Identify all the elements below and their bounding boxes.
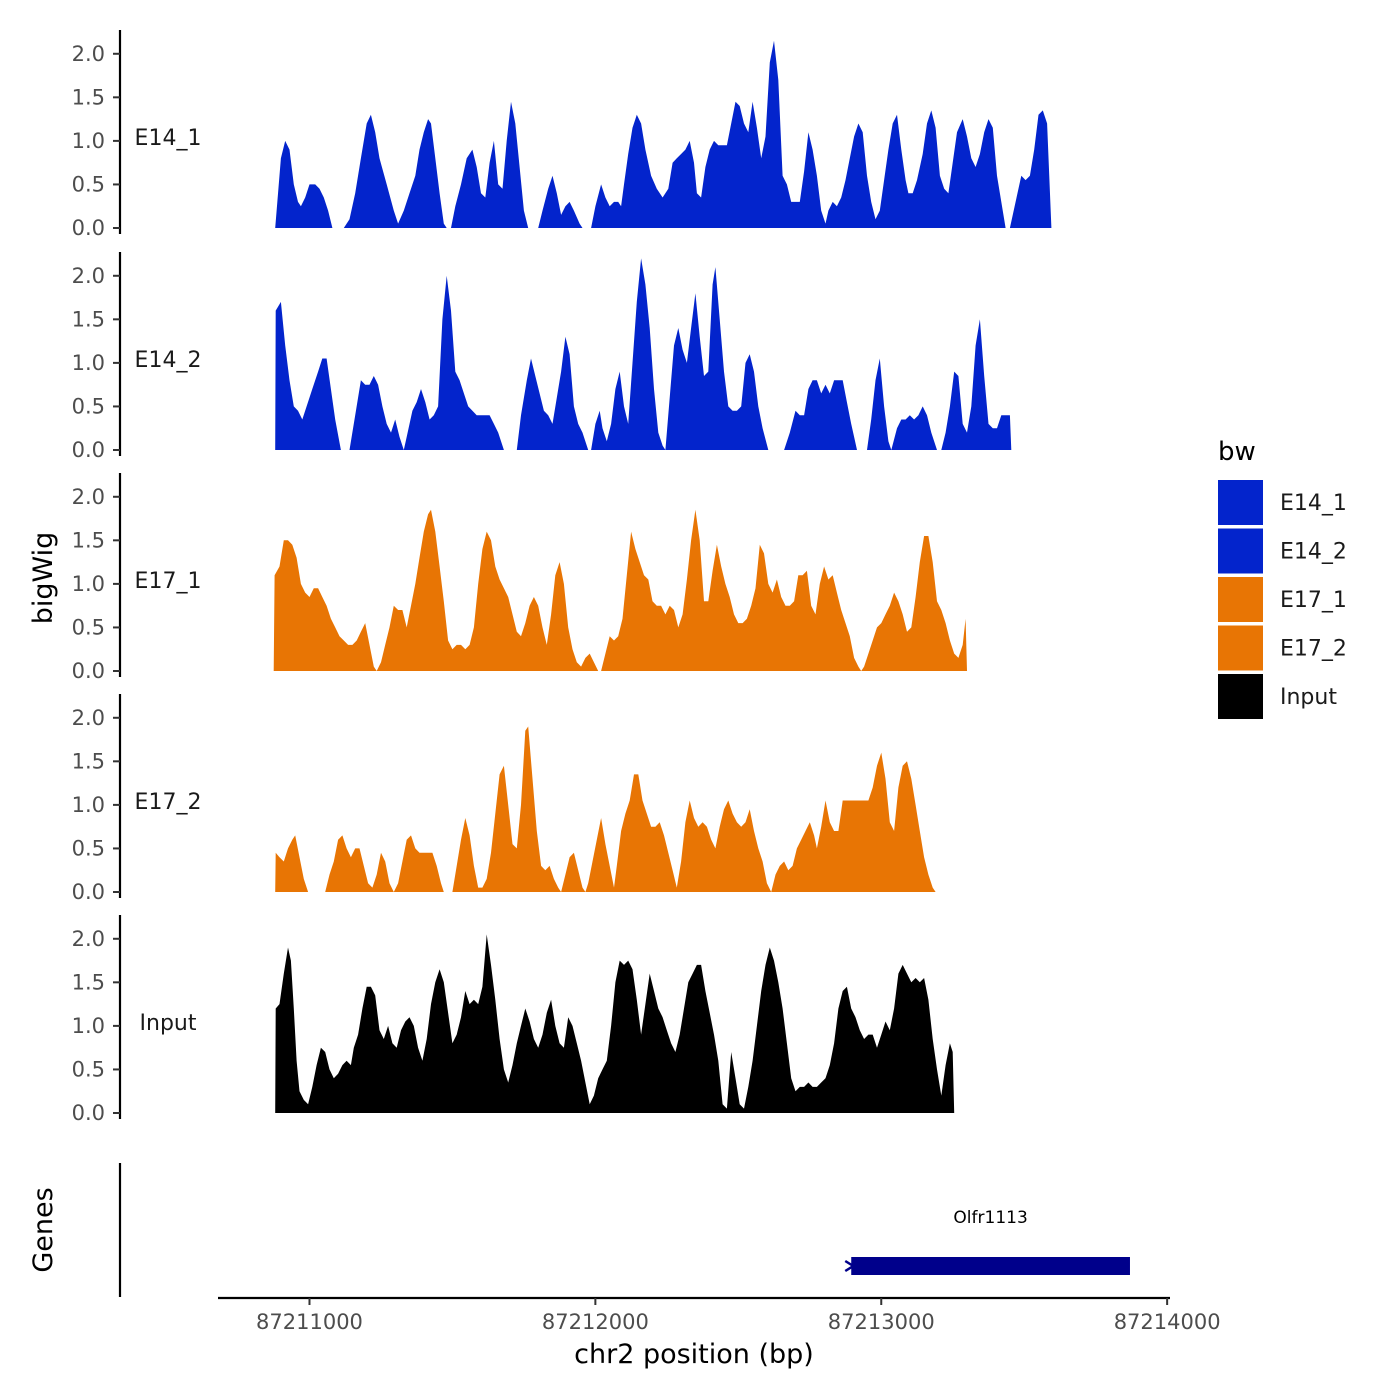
y-tick-label: 1.5: [72, 85, 105, 109]
y-tick-label: 0.0: [72, 880, 105, 904]
y-tick-label: 1.5: [72, 528, 105, 552]
y-tick-label: 0.5: [72, 836, 105, 860]
y-tick-label: 0.0: [72, 216, 105, 240]
genes-panel: Genes Olfr1113: [28, 1163, 1130, 1297]
y-tick-label: 0.0: [72, 1101, 105, 1125]
legend-swatch: [1218, 577, 1263, 622]
legend-label: Input: [1280, 685, 1337, 710]
y-tick-label: 1.0: [72, 572, 105, 596]
y-tick-label: 0.5: [72, 615, 105, 639]
track-area-E14_2: [275, 258, 1012, 450]
y-tick-label: 0.5: [72, 394, 105, 418]
track-label: E14_1: [135, 126, 202, 151]
gene-label: Olfr1113: [953, 1208, 1027, 1228]
track-area-E14_1: [275, 40, 1052, 229]
y-tick-label: 2.0: [72, 264, 105, 288]
legend-swatch: [1218, 674, 1263, 719]
y-tick-label: 1.5: [72, 970, 105, 994]
y-tick-label: 2.0: [72, 706, 105, 730]
legend-title: bw: [1218, 437, 1256, 467]
legend-swatch: [1218, 625, 1263, 671]
legend-label: E14_2: [1280, 540, 1347, 565]
gene-body: [851, 1257, 1130, 1275]
x-tick-label: 87211000: [256, 1310, 363, 1334]
y-tick-label: 1.0: [72, 1014, 105, 1038]
y-tick-label: 0.0: [72, 438, 105, 462]
y-tick-label: 1.5: [72, 307, 105, 331]
legend-swatch: [1218, 528, 1263, 574]
y-axis-title: bigWig: [28, 532, 59, 625]
track-E17_2: 0.0 0.5 1.0 1.5 2.0 E17_2: [72, 694, 936, 904]
legend-label: E17_2: [1280, 637, 1347, 662]
y-tick-label: 1.5: [72, 749, 105, 773]
legend-label: E17_1: [1280, 588, 1347, 613]
legend: bw E14_1 E14_2 E17_1 E17_2 Input: [1218, 437, 1347, 719]
x-axis-title: chr2 position (bp): [574, 1339, 814, 1370]
legend-label: E14_1: [1280, 491, 1347, 516]
tracks-layer: 0.0 0.5 1.0 1.5 2.0 E14_1 0.0 0.5 1.0 1.5 2.0 E14_2…: [72, 30, 1052, 1125]
gene-strand-arrow: [844, 1259, 856, 1273]
track-E17_1: 0.0 0.5 1.0 1.5 2.0 E17_1: [72, 473, 967, 683]
x-tick-label: 87212000: [542, 1310, 649, 1334]
y-tick-label: 0.5: [72, 1057, 105, 1081]
track-area-Input: [275, 934, 955, 1113]
track-label: E14_2: [135, 348, 202, 373]
track-E14_2: 0.0 0.5 1.0 1.5 2.0 E14_2: [72, 252, 1012, 462]
track-Input: 0.0 0.5 1.0 1.5 2.0 Input: [72, 915, 955, 1125]
x-tick-label: 87214000: [1114, 1310, 1221, 1334]
x-axis: chr2 position (bp) 87211000 87212000 87213…: [218, 1296, 1221, 1370]
y-tick-label: 1.0: [72, 351, 105, 375]
y-tick-label: 2.0: [72, 485, 105, 509]
y-tick-label: 0.0: [72, 659, 105, 683]
legend-swatch: [1218, 480, 1263, 525]
track-area-E17_1: [273, 509, 967, 671]
track-label: E17_1: [135, 569, 202, 594]
x-tick-label: 87213000: [828, 1310, 935, 1334]
y-tick-label: 1.0: [72, 129, 105, 153]
genes-panel-title: Genes: [28, 1187, 59, 1272]
track-area-E17_2: [275, 726, 936, 892]
y-tick-label: 1.0: [72, 793, 105, 817]
track-E14_1: 0.0 0.5 1.0 1.5 2.0 E14_1: [72, 30, 1052, 240]
y-tick-label: 0.5: [72, 172, 105, 196]
y-tick-label: 2.0: [72, 927, 105, 951]
track-label: Input: [140, 1011, 197, 1036]
y-tick-label: 2.0: [72, 42, 105, 66]
track-label: E17_2: [135, 790, 202, 815]
